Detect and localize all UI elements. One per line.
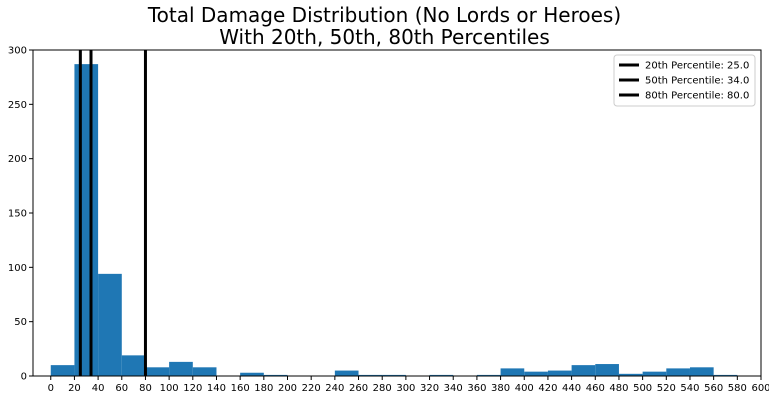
x-tick-label: 240 [325, 383, 344, 394]
legend-entry: 20th Percentile: 25.0 [645, 61, 749, 72]
histogram-bar [50, 365, 75, 376]
y-tick-label: 100 [8, 263, 27, 274]
x-tick-label: 340 [444, 383, 463, 394]
legend: 20th Percentile: 25.0 50th Percentile: 34… [613, 54, 756, 107]
x-tick-label: 540 [680, 383, 699, 394]
histogram-bar [74, 64, 99, 377]
histogram-bar [666, 368, 690, 376]
histogram-bar [500, 368, 525, 376]
histogram-bar [334, 370, 359, 376]
x-tick-label: 560 [704, 383, 723, 394]
legend-entry: 50th Percentile: 34.0 [645, 76, 749, 87]
x-tick-label: 120 [183, 383, 202, 394]
percentile-lines-group [78, 50, 147, 376]
x-tick-label: 360 [467, 383, 486, 394]
x-tick-label: 80 [139, 383, 152, 394]
y-tick-label: 50 [14, 317, 27, 328]
histogram-bar [571, 365, 596, 376]
x-tick-label: 460 [586, 383, 605, 394]
chart-title: Total Damage Distribution (No Lords or H… [147, 3, 622, 27]
x-tick-label: 260 [349, 383, 368, 394]
x-tick-label: 60 [115, 383, 128, 394]
histogram-bar [240, 372, 264, 376]
y-tick-label: 250 [8, 100, 27, 111]
legend-box [613, 54, 756, 107]
y-tick-label: 150 [8, 209, 27, 220]
histogram-bar [169, 361, 193, 376]
y-axis: 0 50 100 150 200 250 300 [8, 46, 33, 383]
x-tick-label: 220 [302, 383, 321, 394]
x-tick-label: 40 [92, 383, 105, 394]
x-tick-label: 300 [396, 383, 415, 394]
x-tick-label: 420 [538, 383, 557, 394]
histogram-bar [382, 374, 406, 376]
histogram-bar [263, 374, 288, 376]
x-tick-label: 160 [231, 383, 250, 394]
histogram-bar [192, 367, 217, 376]
histogram-bar [642, 371, 667, 376]
x-tick-label: 320 [420, 383, 439, 394]
histogram-bar [713, 374, 738, 376]
legend-entry: 80th Percentile: 80.0 [645, 91, 749, 102]
histogram-bar [121, 355, 146, 376]
bars-group [50, 64, 738, 377]
histogram-bar [98, 273, 122, 376]
histogram-bar [524, 371, 548, 376]
x-tick-label: 480 [609, 383, 628, 394]
x-tick-label: 440 [562, 383, 581, 394]
histogram-bar [547, 370, 572, 376]
histogram-bar [145, 367, 170, 376]
x-axis: 0 20 40 60 80 100 120 140 160 180 200 220 240 260 280 3… [48, 376, 769, 394]
x-tick-label: 20 [68, 383, 81, 394]
x-tick-label: 140 [207, 383, 226, 394]
histogram-bar [689, 367, 714, 376]
y-tick-label: 200 [8, 154, 27, 165]
x-tick-label: 400 [515, 383, 534, 394]
x-tick-label: 380 [491, 383, 510, 394]
x-tick-label: 600 [751, 383, 769, 394]
x-tick-label: 280 [373, 383, 392, 394]
x-tick-label: 520 [657, 383, 676, 394]
x-tick-label: 0 [48, 383, 54, 394]
x-tick-label: 180 [254, 383, 273, 394]
y-tick-label: 0 [21, 372, 27, 383]
x-tick-label: 100 [160, 383, 179, 394]
y-tick-label: 300 [8, 46, 27, 57]
x-tick-label: 200 [278, 383, 297, 394]
x-tick-label: 500 [633, 383, 652, 394]
chart-subtitle: With 20th, 50th, 80th Percentiles [219, 25, 550, 49]
x-tick-label: 580 [728, 383, 747, 394]
histogram-bar [429, 374, 454, 376]
histogram-bar [618, 373, 643, 376]
histogram-bar [476, 374, 501, 376]
histogram-bar [358, 374, 383, 376]
histogram-bar [595, 364, 619, 376]
